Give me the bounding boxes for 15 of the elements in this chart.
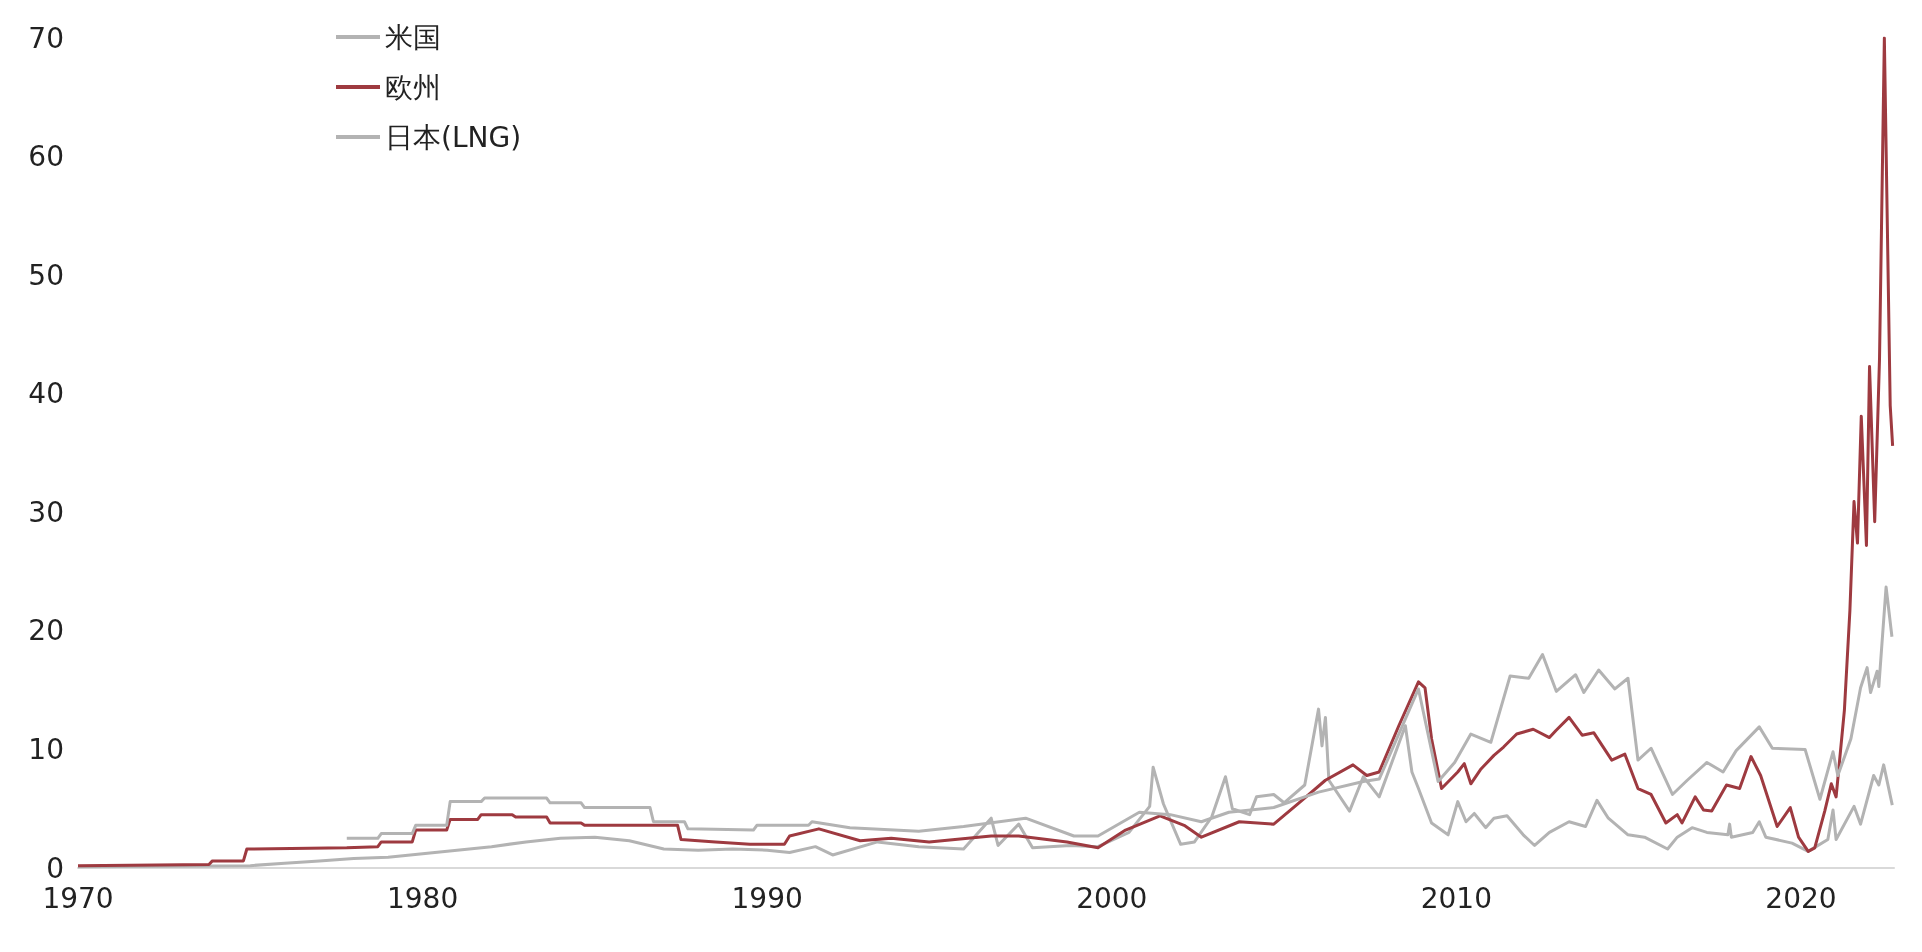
- legend-label: 欧州: [385, 70, 441, 104]
- y-tick-label: 30: [28, 495, 64, 529]
- y-tick-label: 40: [28, 377, 64, 411]
- x-tick-label: 1990: [731, 881, 803, 915]
- x-tick-label: 2020: [1765, 881, 1837, 915]
- y-tick-label: 20: [28, 614, 64, 648]
- legend-label: 米国: [385, 20, 441, 54]
- x-tick-label: 2010: [1420, 881, 1492, 915]
- y-tick-label: 10: [28, 732, 64, 766]
- x-tick-label: 1980: [386, 881, 459, 915]
- y-tick-label: 70: [28, 21, 64, 55]
- y-tick-label: 60: [28, 140, 64, 174]
- x-tick-label: 2000: [1076, 881, 1148, 915]
- legend-label: 日本(LNG): [385, 120, 522, 154]
- y-tick-label: 50: [28, 258, 64, 292]
